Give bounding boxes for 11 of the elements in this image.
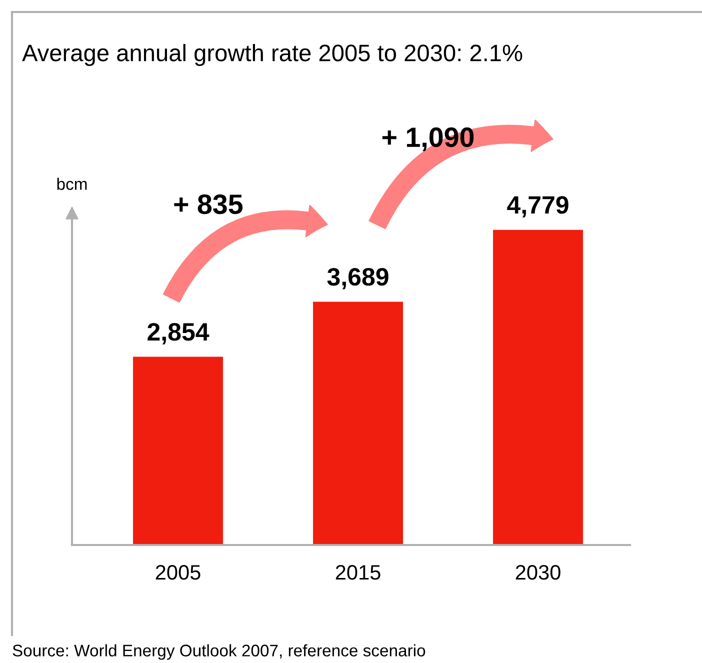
text: + 1,090 [382, 127, 474, 152]
chart-title: Average annual growth rate 2005 to 2030: 2.1% [22, 44, 522, 66]
data-label: 4,779 [507, 196, 568, 218]
data-label: 3,689 [327, 268, 388, 290]
x-tick-label: 2015 [336, 564, 380, 580]
x-tick-label: 2030 [516, 564, 560, 580]
x-tick-label: 2005 [156, 564, 200, 580]
y-axis-title: bcm [57, 178, 87, 190]
data-label: 2,854 [148, 323, 210, 344]
source-note: Source: World Energy Outlook 2007, reference scenario [12, 644, 426, 660]
text: + 835 [174, 194, 243, 214]
